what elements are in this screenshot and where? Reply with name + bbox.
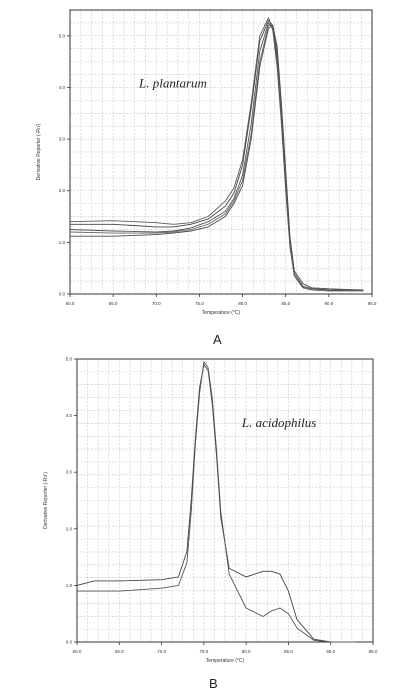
series-line [70, 25, 364, 291]
x-tick-label: 85.0 [281, 301, 290, 306]
melt-curve-chart-b: 60.0 65.0 70.0 75.0 80.0 85.0 90.0 95.0 0.0 1.0 2.… [43, 357, 378, 665]
y-axis-label: Derivative Reporter (-Rn') [43, 472, 49, 529]
series-line [76, 364, 357, 643]
x-axis-label: Temperature (°C) [206, 658, 245, 664]
series-line [69, 22, 364, 292]
y-tick-label: 2.0 [59, 188, 66, 193]
x-tick-label: 95.0 [369, 649, 378, 654]
x-axis-label: Temperature (°C) [202, 310, 241, 316]
x-tick-label: 80.0 [242, 649, 251, 654]
y-tick-label: 3.0 [66, 470, 73, 475]
x-tick-label: 65.0 [109, 301, 118, 306]
y-tick-label: 4.0 [66, 413, 73, 418]
y-tick-label: 3.0 [59, 137, 66, 142]
x-tick-label: 85.0 [284, 649, 293, 654]
x-tick-label: 75.0 [199, 649, 208, 654]
chart-annotation: L. acidophilus [241, 415, 316, 430]
y-tick-label: 5.0 [66, 357, 73, 362]
y-axis-label: Derivative Reporter (-Rn') [36, 123, 42, 180]
x-tick-label: 90.0 [324, 301, 333, 306]
plot-frame [69, 9, 373, 295]
y-tick-label: 1.0 [59, 240, 66, 245]
y-tick-label: 0.0 [59, 292, 66, 297]
y-tick-label: 0.0 [66, 640, 73, 645]
x-tick-label: 60.0 [73, 649, 82, 654]
plot-frame [76, 358, 374, 643]
y-tick-label: 1.0 [66, 583, 73, 588]
x-tick-label: 90.0 [326, 649, 335, 654]
series-line [69, 17, 364, 291]
grid [77, 359, 373, 642]
panel-label-a: A [213, 332, 222, 347]
x-tick-label: 60.0 [66, 301, 75, 306]
x-tick-label: 65.0 [115, 649, 124, 654]
x-tick-label: 95.0 [368, 301, 377, 306]
x-tick-label: 75.0 [195, 301, 204, 306]
x-tick-label: 70.0 [157, 649, 166, 654]
panel-label-b: B [209, 676, 218, 691]
y-tick-label: 2.0 [66, 526, 73, 531]
y-tick-label: 4.0 [59, 85, 66, 90]
grid [70, 10, 372, 294]
x-tick-label: 70.0 [152, 301, 161, 306]
y-tick-label: 5.0 [59, 33, 66, 38]
chart-annotation: L. plantarum [138, 75, 207, 90]
x-tick-label: 80.0 [238, 301, 247, 306]
series-line [77, 361, 357, 643]
melt-curve-chart-a: 60.0 65.0 70.0 75.0 80.0 85.0 90.0 95.0 0.0 1.0 2.… [36, 9, 377, 316]
